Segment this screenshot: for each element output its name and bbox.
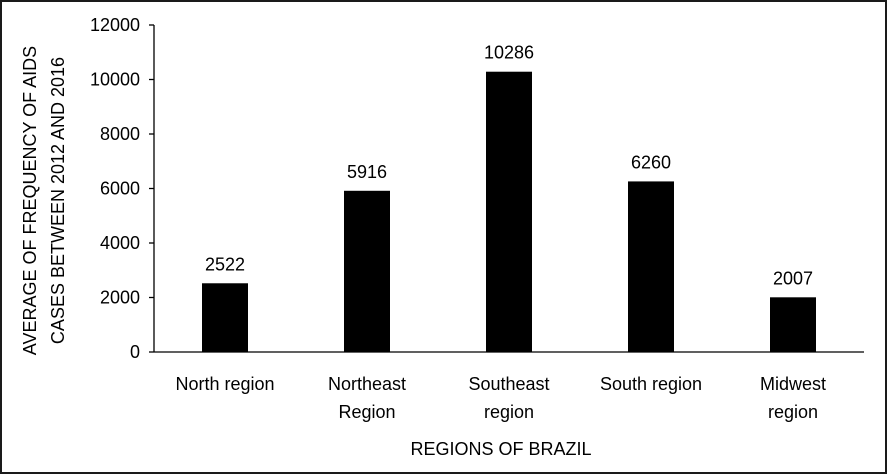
x-tick-label: Northeast Region: [328, 374, 406, 422]
y-axis-title: AVERAGE OF FREQUENCY OF AIDS CASES BETWEE…: [20, 46, 68, 355]
y-tick-label: 6000: [100, 179, 140, 199]
bar: [202, 283, 248, 352]
y-ticks: 0 2000 4000 6000 8000 10000 12000: [90, 15, 154, 362]
data-label: 5916: [347, 162, 387, 182]
data-label: 10286: [484, 43, 534, 63]
x-axis-title: REGIONS OF BRAZIL: [410, 439, 591, 459]
y-axis-title-line: AVERAGE OF FREQUENCY OF AIDS: [20, 46, 40, 355]
x-tick-label: North region: [175, 374, 274, 394]
y-tick-label: 4000: [100, 233, 140, 253]
data-label: 2007: [773, 268, 813, 288]
bar: [770, 297, 816, 352]
bar: [628, 181, 674, 352]
data-labels: 2522 5916 10286 6260 2007: [205, 43, 813, 289]
y-tick-label: 10000: [90, 70, 140, 90]
x-tick-labels: North region Northeast Region Southeast regi…: [175, 374, 826, 422]
x-tick-label: Midwest region: [760, 374, 826, 422]
y-tick-label: 8000: [100, 124, 140, 144]
bar: [344, 190, 390, 352]
bar: [486, 71, 532, 353]
x-tick-label: Southeast region: [468, 374, 549, 422]
y-axis-title-line: CASES BETWEEN 2012 AND 2016: [48, 57, 68, 344]
x-tick-label: South region: [600, 374, 702, 394]
y-tick-label: 0: [130, 342, 140, 362]
data-label: 2522: [205, 254, 245, 274]
y-tick-label: 2000: [100, 288, 140, 308]
bars: [202, 71, 816, 353]
y-tick-label: 12000: [90, 15, 140, 35]
data-label: 6260: [631, 152, 671, 172]
